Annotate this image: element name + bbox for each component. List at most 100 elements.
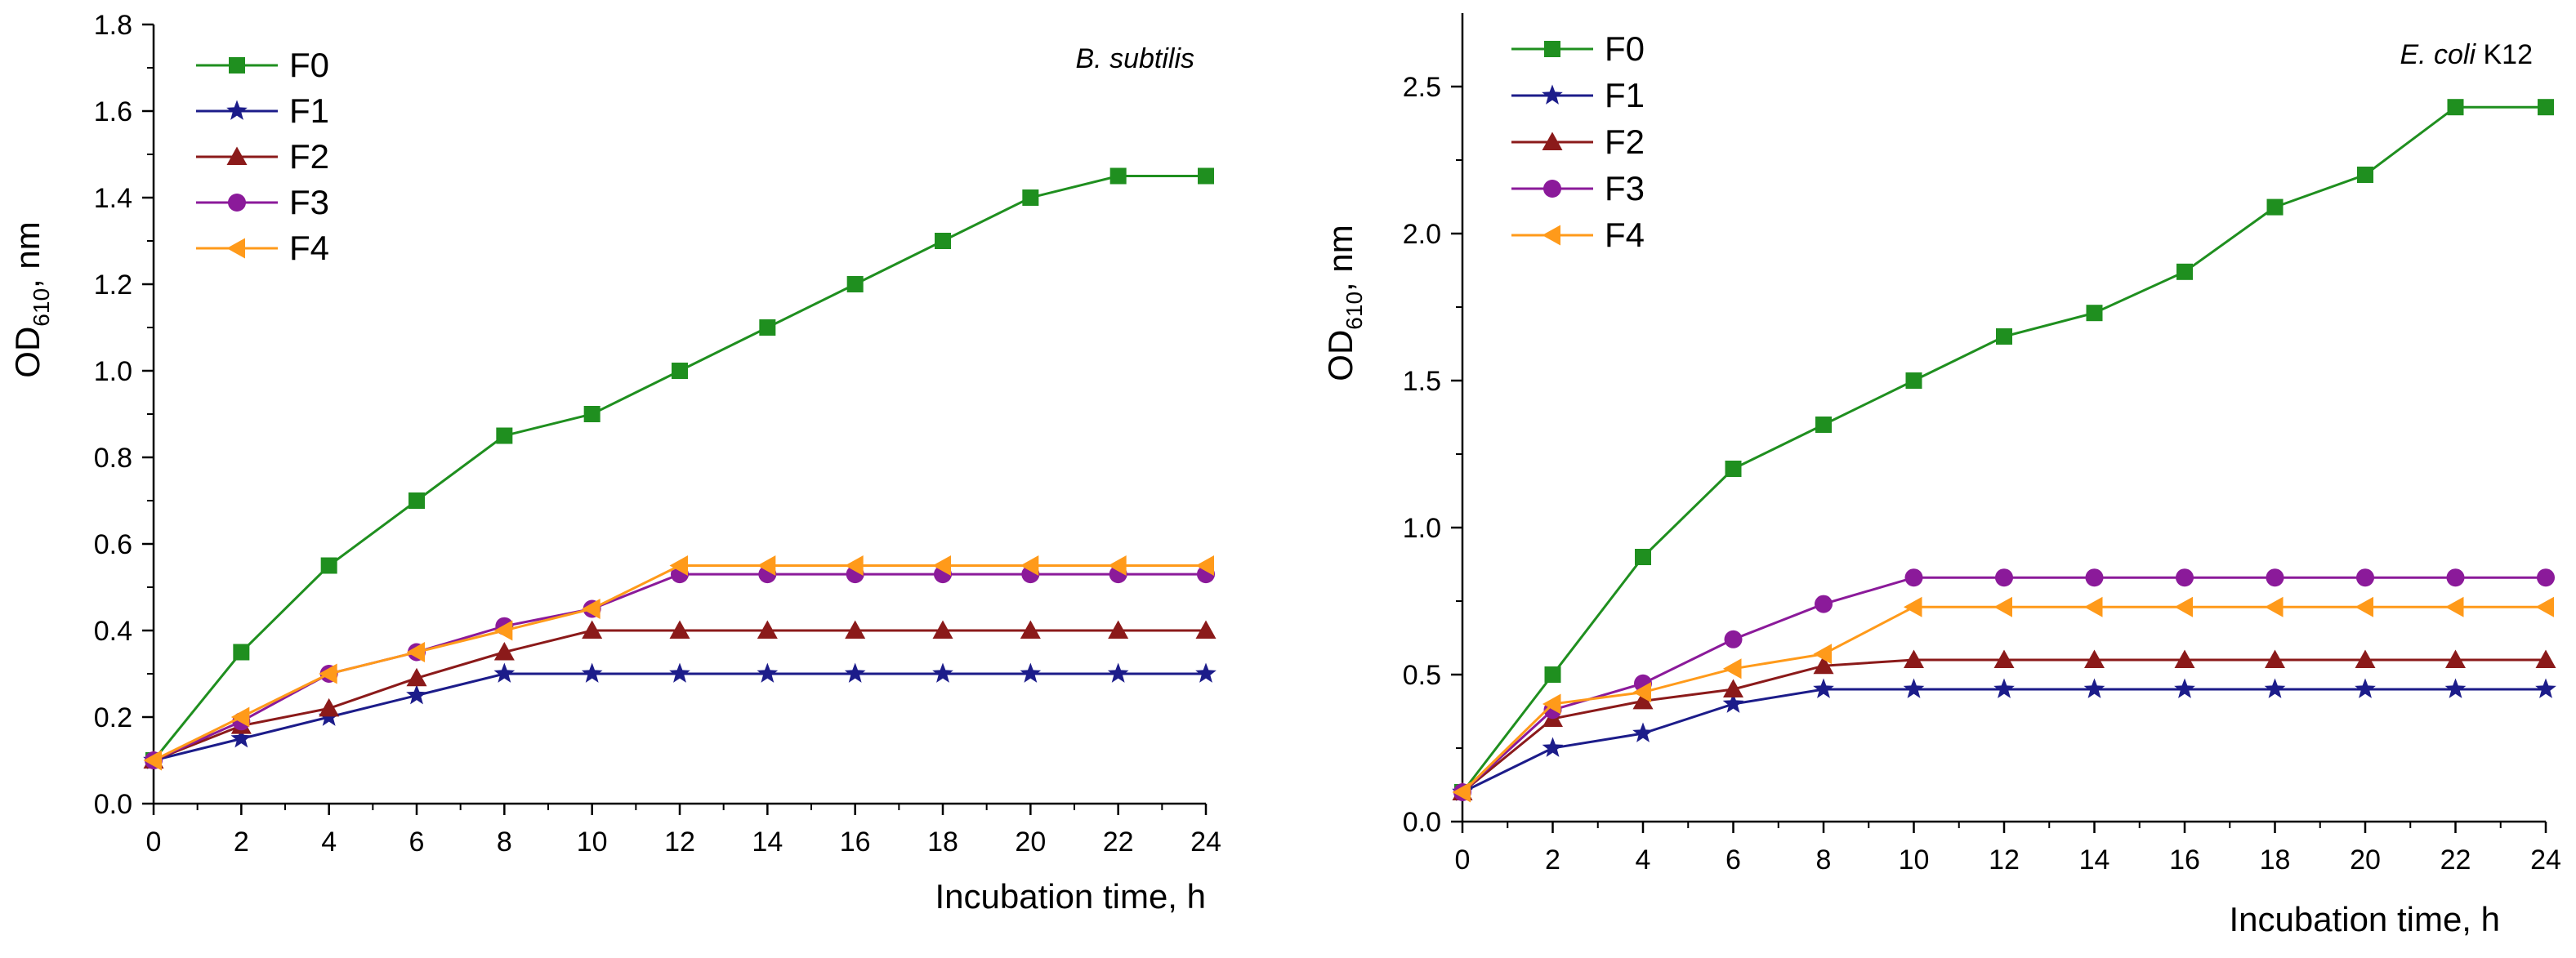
data-point: [1109, 167, 1127, 185]
legend-marker: [1543, 180, 1561, 198]
legend-item-F1: F1: [1511, 76, 1645, 114]
data-point: [1993, 649, 2015, 668]
x-tick-label: 12: [664, 827, 695, 858]
data-point: [1107, 662, 1129, 683]
x-axis-title: Incubation time, h: [935, 877, 1206, 916]
x-tick-label: 10: [1899, 844, 1930, 876]
series-F0: [145, 167, 1214, 769]
y-tick-label: 0.4: [94, 616, 132, 647]
legend-label: F3: [289, 183, 329, 221]
organism-annotation: B. subtilis: [1076, 43, 1195, 74]
x-tick-label: 18: [927, 827, 958, 858]
data-point: [319, 663, 337, 684]
legend-marker: [229, 57, 245, 74]
x-axis-title: Incubation time, h: [2229, 900, 2500, 938]
series-F1: [1452, 678, 2556, 801]
data-point: [845, 555, 864, 576]
x-tick-label: 4: [321, 827, 337, 858]
legend-label: F4: [289, 229, 329, 267]
series-F1: [143, 662, 1217, 769]
legend-item-F3: F3: [196, 183, 329, 221]
data-point: [319, 697, 340, 717]
legend-label: F3: [1605, 169, 1645, 207]
data-point: [1815, 417, 1832, 433]
data-point: [408, 492, 425, 509]
data-point: [2447, 99, 2464, 116]
data-point: [935, 233, 951, 249]
y-tick-label: 1.0: [94, 356, 132, 387]
data-point: [1724, 630, 1743, 648]
y-tick-label: 1.6: [94, 96, 132, 127]
series-F3: [1453, 568, 2555, 801]
data-point: [1542, 737, 1564, 757]
data-point: [583, 406, 600, 422]
data-point: [2265, 649, 2285, 668]
data-point: [2084, 596, 2103, 617]
x-tick-label: 22: [1103, 827, 1134, 858]
data-point: [757, 662, 779, 683]
y-axis-title: OD610, nm: [1321, 225, 1367, 381]
chart-panel-2: 0 2 4 6 8 10 12 14 16 18 20 22 240.00.51.01.52.02.5I…: [1321, 13, 2561, 938]
data-point: [1995, 568, 2013, 587]
data-point: [2357, 167, 2373, 183]
data-point: [2085, 568, 2104, 587]
data-point: [669, 555, 688, 576]
data-point: [406, 684, 427, 705]
data-point: [932, 620, 953, 639]
organism-annotation: E. coli K12: [2400, 39, 2533, 70]
data-point: [2174, 649, 2195, 668]
data-point: [1108, 620, 1129, 639]
data-point: [1542, 693, 1561, 715]
data-point: [2537, 568, 2555, 587]
legend-item-F0: F0: [196, 46, 329, 84]
data-point: [1195, 662, 1217, 683]
data-point: [2266, 198, 2284, 216]
y-tick-label: 1.2: [94, 270, 132, 301]
data-point: [1725, 461, 1742, 477]
data-point: [1904, 596, 1922, 617]
legend-item-F3: F3: [1511, 169, 1645, 207]
data-point: [1632, 722, 1654, 742]
y-tick-label: 0.6: [94, 529, 132, 560]
y-tick-label: 0.8: [94, 443, 132, 474]
data-point: [1020, 555, 1039, 576]
data-point: [1904, 568, 1923, 587]
legend-label: F2: [1605, 123, 1645, 161]
x-tick-label: 22: [2440, 844, 2471, 876]
data-point: [1723, 679, 1743, 697]
data-point: [1723, 658, 1742, 680]
legend-label: F1: [1605, 76, 1645, 114]
y-axis-title: OD610, nm: [8, 221, 54, 377]
legend-item-F0: F0: [1511, 29, 1645, 68]
x-tick-label: 24: [1190, 827, 1221, 858]
data-point: [1722, 693, 1744, 713]
x-tick-label: 14: [2079, 844, 2110, 876]
data-point: [233, 644, 250, 661]
data-point: [2538, 99, 2554, 116]
x-tick-label: 2: [1545, 844, 1560, 876]
data-point: [1108, 555, 1127, 576]
legend-item-F2: F2: [1511, 123, 1645, 161]
data-point: [2535, 678, 2556, 698]
data-point: [2355, 596, 2373, 617]
data-point: [1813, 655, 1834, 675]
data-point: [2176, 263, 2193, 280]
data-point: [1993, 596, 2012, 617]
data-point: [1813, 678, 1834, 698]
data-point: [2355, 678, 2376, 698]
data-point: [2446, 568, 2465, 587]
data-point: [2535, 649, 2556, 668]
y-tick-label: 0.0: [94, 789, 132, 820]
data-point: [1905, 372, 1922, 389]
data-point: [2535, 596, 2554, 617]
data-point: [1544, 666, 1561, 683]
data-point: [2084, 649, 2105, 668]
y-tick-label: 0.5: [1403, 660, 1441, 691]
data-point: [582, 620, 603, 639]
data-point: [493, 642, 515, 661]
legend-marker: [1542, 131, 1563, 150]
y-tick-label: 1.8: [94, 10, 132, 41]
data-point: [757, 555, 776, 576]
data-point: [230, 728, 252, 748]
